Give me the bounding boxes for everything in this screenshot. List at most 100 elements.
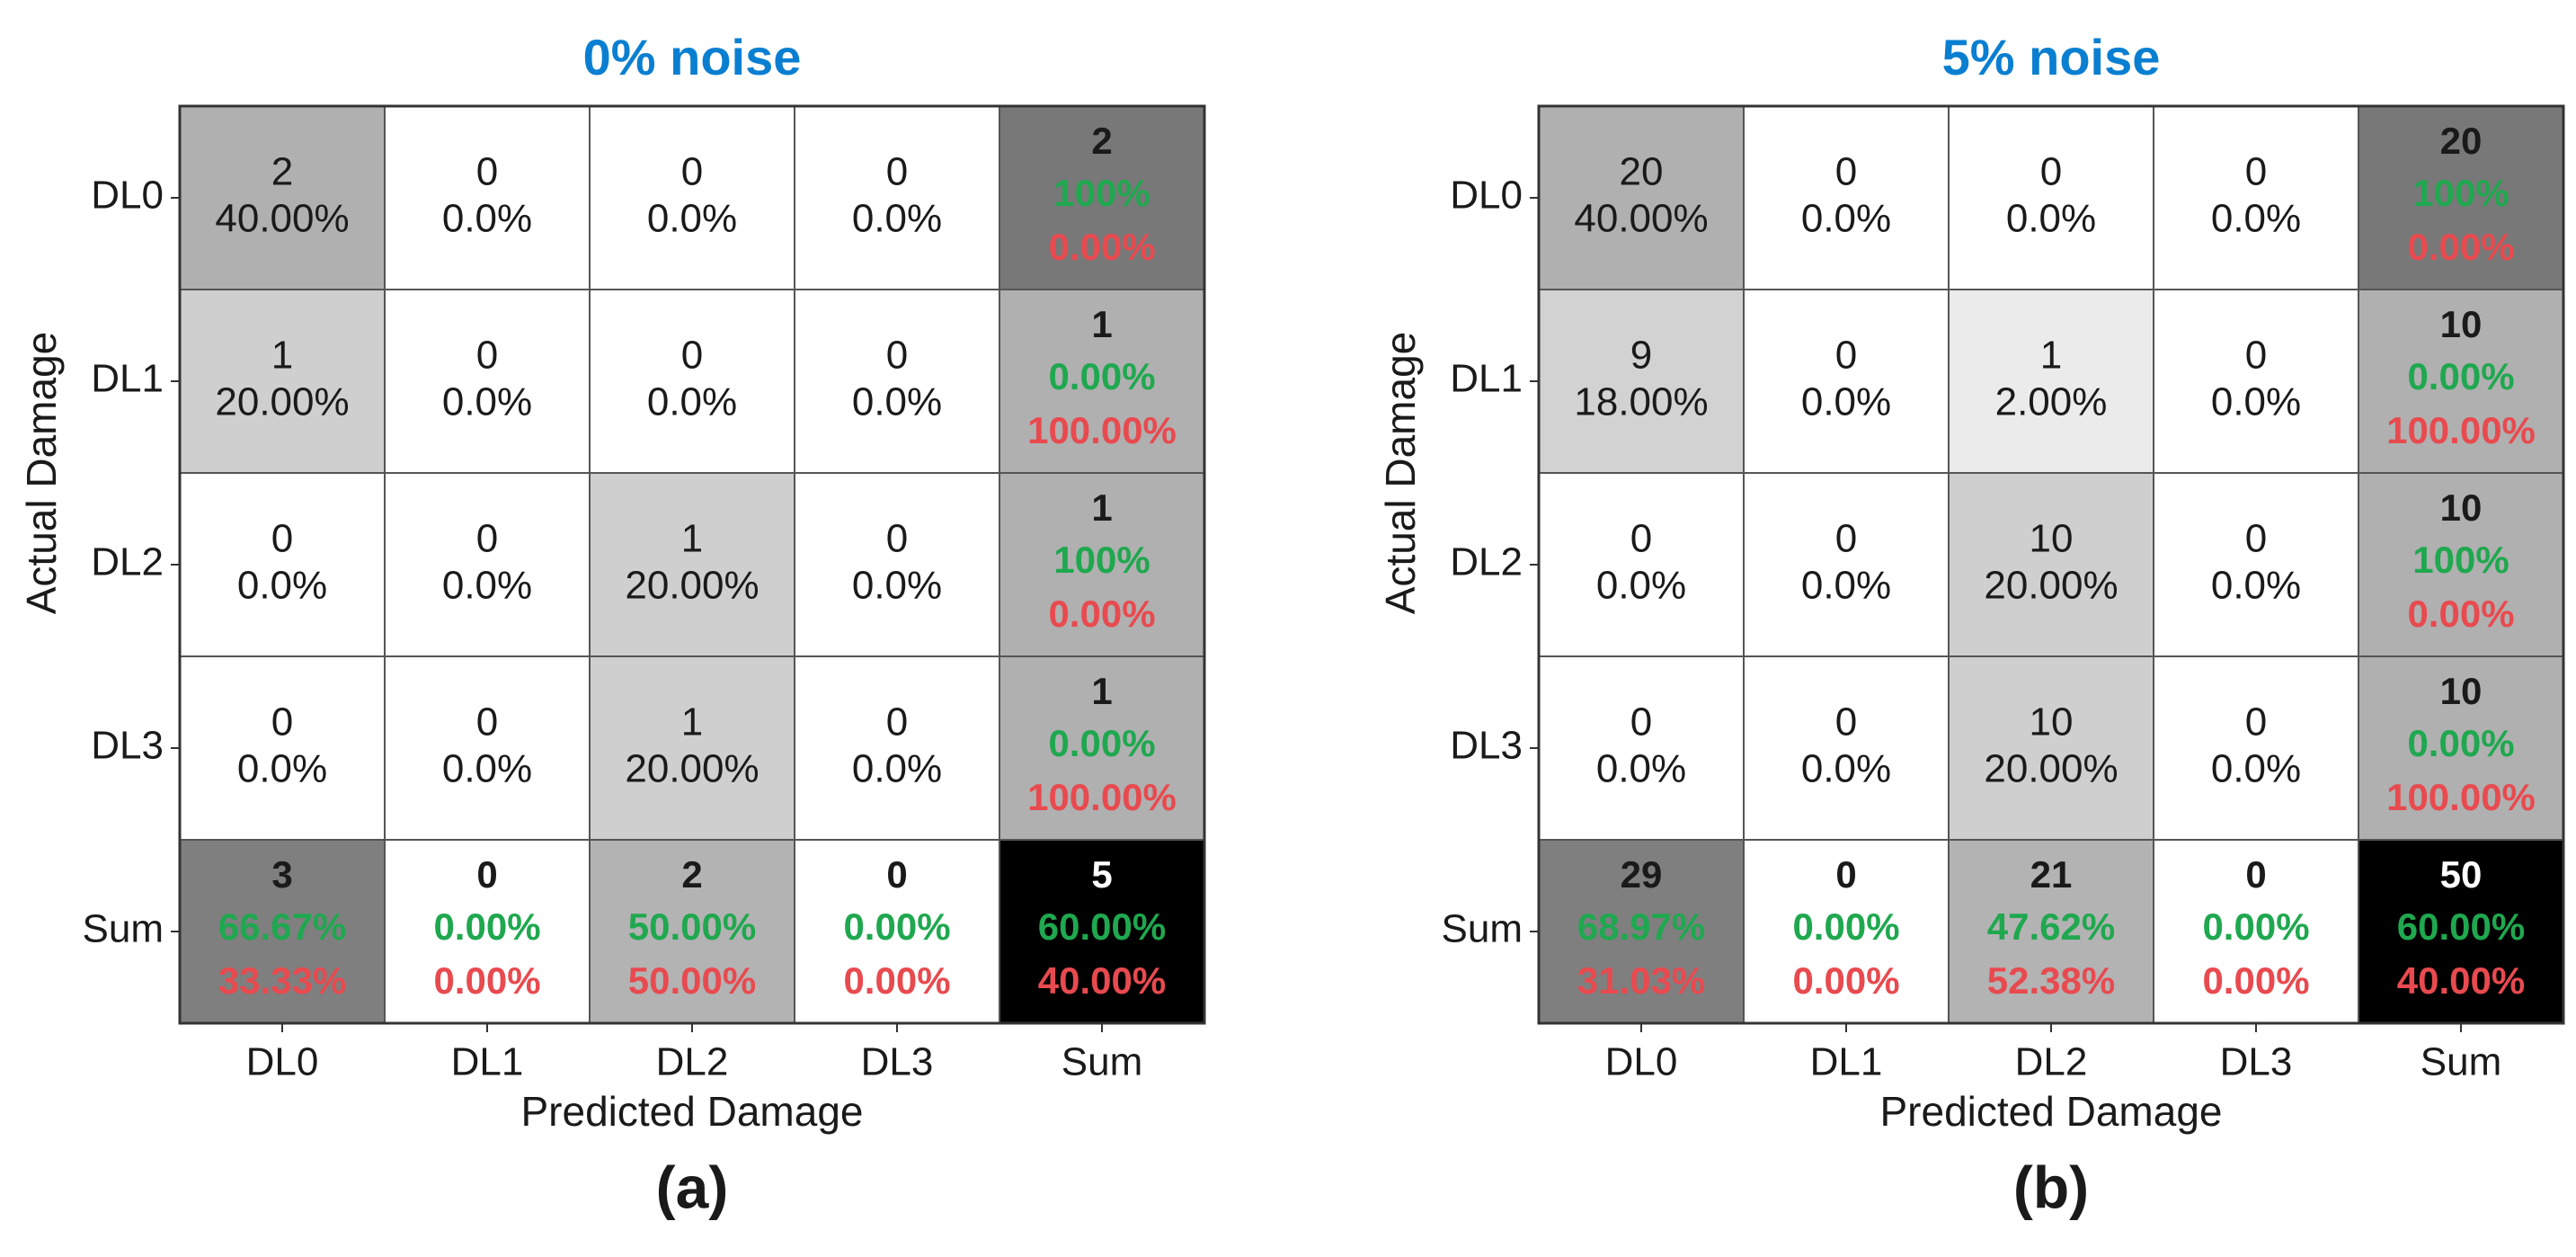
matrix-cell: 2 50.00% 50.00% (589, 839, 795, 1024)
col-sum-total: 2 (681, 853, 702, 896)
matrix-cell: 00.0% (794, 289, 1000, 474)
cell-percent: 0.0% (1801, 747, 1891, 791)
cell-percent: 20.00% (215, 380, 349, 424)
row-sum-correct: 100% (2412, 172, 2509, 214)
grand-total-count: 5 (1091, 853, 1112, 896)
col-sum-correct: 0.00% (2202, 905, 2309, 948)
cell-percent: 0.0% (442, 564, 532, 608)
col-sum-background (384, 839, 591, 1024)
col-sum-total: 0 (886, 853, 907, 896)
col-sum-error: 0.00% (433, 959, 540, 1002)
matrix-cell: 00.0% (2153, 655, 2359, 841)
cell-background (589, 472, 795, 657)
cell-background (794, 105, 1000, 290)
cell-background (794, 655, 1000, 841)
col-tick-label: DL2 (2015, 1040, 2088, 1084)
cell-background (1743, 289, 1950, 474)
matrix-cell: 0 0.00% 0.00% (794, 839, 1000, 1024)
cell-count: 1 (2040, 334, 2062, 378)
matrix-cell: 00.0% (2153, 105, 2359, 290)
matrix-cell: 00.0% (589, 105, 795, 290)
row-sum-background (999, 655, 1205, 841)
cell-count: 0 (2245, 700, 2267, 744)
col-sum-background (179, 839, 386, 1024)
x-axis-label: Predicted Damage (521, 1088, 864, 1135)
confusion-matrix-panel-a: 0% noise240.00%00.0%00.0%00.0%2100%0.00%… (18, 29, 1206, 1220)
matrix-cell: 00.0% (384, 472, 591, 657)
matrix-cell: 120.00% (589, 472, 795, 657)
row-tick-label: DL1 (91, 357, 164, 401)
cell-count: 0 (476, 150, 498, 194)
cell-background (794, 472, 1000, 657)
cell-count: 9 (1630, 334, 1652, 378)
row-sum-total: 1 (1091, 670, 1112, 712)
row-tick-label: DL3 (91, 724, 164, 768)
row-sum-error: 0.00% (2407, 593, 2514, 635)
matrix-cell: 1 0.00% 100.00% (999, 289, 1205, 474)
col-tick-label: DL2 (656, 1040, 729, 1084)
row-sum-total: 10 (2440, 303, 2483, 345)
row-sum-total: 1 (1091, 303, 1112, 345)
matrix-cell: 1 0.00% 100.00% (999, 655, 1205, 841)
cell-count: 1 (681, 517, 703, 561)
matrix-cell: 00.0% (1743, 289, 1950, 474)
col-sum-background (589, 839, 795, 1024)
grand-total-count: 50 (2440, 853, 2483, 896)
col-sum-error: 52.38% (1987, 959, 2115, 1002)
cell-count: 0 (2245, 334, 2267, 378)
cell-percent: 0.0% (647, 380, 737, 424)
cell-count: 0 (1630, 517, 1652, 561)
y-axis-label: Actual Damage (18, 332, 65, 615)
matrix-cell: 120.00% (179, 289, 386, 474)
matrix-cell: 20 100% 0.00% (2358, 105, 2564, 290)
cell-percent: 0.0% (1801, 197, 1891, 241)
cell-count: 0 (1835, 150, 1857, 194)
row-sum-background (999, 289, 1205, 474)
row-tick-label: DL0 (91, 174, 164, 218)
col-sum-total: 0 (2245, 853, 2266, 896)
cell-percent: 0.0% (237, 564, 327, 608)
matrix-cell: 00.0% (794, 472, 1000, 657)
cell-background (2153, 105, 2359, 290)
matrix-cell: 5 60.00% 40.00% (999, 839, 1205, 1024)
row-sum-correct: 0.00% (2407, 355, 2514, 397)
cell-percent: 0.0% (237, 747, 327, 791)
cell-count: 0 (1835, 334, 1857, 378)
cell-count: 0 (271, 517, 293, 561)
col-sum-background (2153, 839, 2359, 1024)
col-tick-label: Sum (2421, 1040, 2501, 1084)
col-sum-correct: 50.00% (628, 905, 756, 948)
chart-title: 5% noise (1942, 29, 2161, 85)
matrix-cell: 2 100% 0.00% (999, 105, 1205, 290)
matrix-cell: 29 68.97% 31.03% (1538, 839, 1745, 1024)
row-sum-error: 0.00% (2407, 226, 2514, 268)
cell-count: 0 (1835, 700, 1857, 744)
cell-count: 0 (2245, 517, 2267, 561)
matrix-cell: 00.0% (1538, 655, 1745, 841)
matrix-cell: 0 0.00% 0.00% (384, 839, 591, 1024)
grand-total-correct: 60.00% (1038, 905, 1166, 948)
col-sum-total: 29 (1621, 853, 1663, 896)
matrix-cell: 918.00% (1538, 289, 1745, 474)
cell-background (179, 105, 386, 290)
matrix-cell: 00.0% (384, 289, 591, 474)
cell-percent: 0.0% (647, 197, 737, 241)
col-sum-correct: 0.00% (843, 905, 950, 948)
cell-background (1743, 655, 1950, 841)
col-tick-label: Sum (1061, 1040, 1142, 1084)
cell-percent: 0.0% (852, 564, 942, 608)
matrix-cell: 00.0% (2153, 289, 2359, 474)
row-sum-correct: 100% (1053, 172, 1150, 214)
cell-background (1538, 655, 1745, 841)
cell-count: 10 (2030, 700, 2074, 744)
cell-percent: 2.00% (1995, 380, 2108, 424)
row-tick-label: DL2 (1450, 540, 1523, 584)
matrix-cell: 100.00%100.00% (2358, 289, 2564, 474)
grand-total-correct: 60.00% (2397, 905, 2525, 948)
cell-percent: 40.00% (1574, 197, 1708, 241)
col-sum-correct: 66.67% (218, 905, 346, 948)
matrix-cell: 10 100% 0.00% (2358, 472, 2564, 657)
row-tick-label: Sum (1442, 907, 1523, 951)
row-tick-label: Sum (83, 907, 164, 951)
